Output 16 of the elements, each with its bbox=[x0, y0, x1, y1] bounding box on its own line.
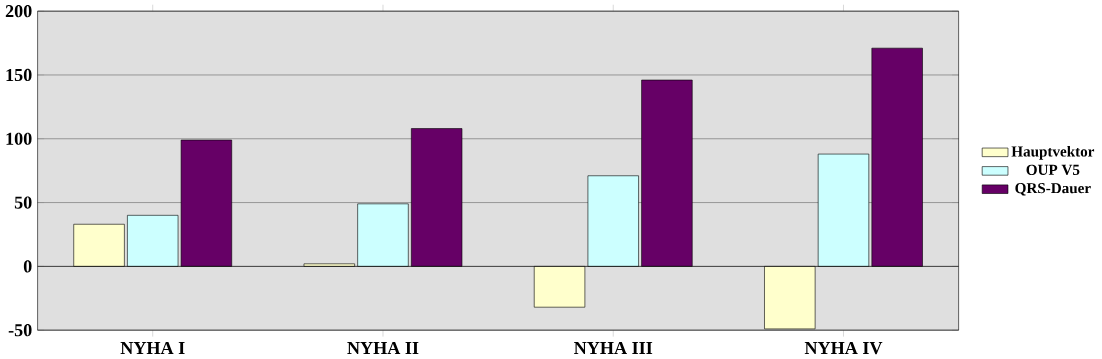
x-tick-label: NYHA IV bbox=[804, 341, 883, 355]
x-tick-label: NYHA II bbox=[347, 341, 419, 354]
x-tick-label: NYHA I bbox=[120, 341, 185, 354]
y-tick-label: 0 bbox=[23, 260, 32, 273]
y-tick-label: 150 bbox=[6, 68, 32, 81]
legend-label: Hauptvektor bbox=[1011, 145, 1095, 160]
bar bbox=[533, 265, 586, 308]
y-tick-label: 100 bbox=[6, 132, 32, 145]
y-tick-label: 200 bbox=[5, 4, 32, 18]
legend-label: OUP V5 bbox=[1026, 164, 1080, 175]
legend-label: QRS-Dauer bbox=[1015, 182, 1091, 196]
y-tick-label: 50 bbox=[14, 196, 32, 209]
bar bbox=[73, 223, 125, 267]
bar bbox=[764, 265, 816, 330]
y-tick-label: -50 bbox=[8, 323, 32, 337]
x-tick-label: NYHA III bbox=[574, 341, 653, 354]
